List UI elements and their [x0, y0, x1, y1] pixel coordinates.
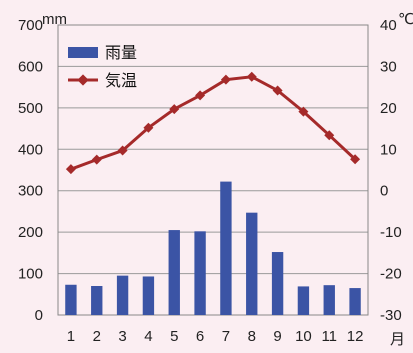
x-axis-ticks: 1 2 3 4 5 6 7 8 9 10 11 12: [67, 328, 364, 345]
left-tick-label: 0: [35, 307, 43, 324]
temperature-point: [143, 122, 154, 133]
left-tick-label: 500: [18, 100, 43, 117]
left-tick-label: 200: [18, 224, 43, 241]
temperature-point: [298, 106, 309, 117]
x-tick-label: 4: [144, 328, 152, 345]
right-tick-label: 40: [380, 17, 397, 34]
line-series: [65, 71, 361, 175]
right-tick-label: 20: [380, 100, 397, 117]
left-tick-label: 400: [18, 141, 43, 158]
left-tick-label: 300: [18, 183, 43, 200]
legend-label-rain: 雨量: [105, 45, 137, 62]
temperature-point: [350, 154, 361, 165]
rain-bar: [220, 181, 232, 315]
rain-bar: [142, 276, 155, 315]
rain-bar: [168, 230, 180, 315]
right-tick-label: -20: [380, 266, 402, 283]
temperature-point: [272, 85, 283, 96]
temperature-point: [246, 71, 257, 82]
temperature-point: [117, 145, 128, 156]
rain-bar: [349, 288, 361, 315]
right-tick-label: -30: [380, 307, 402, 324]
temperature-point: [169, 104, 180, 115]
temperature-point: [324, 130, 335, 141]
temperature-point: [65, 164, 76, 175]
x-tick-label: 5: [170, 328, 178, 345]
rain-bar: [116, 275, 129, 315]
x-tick-label: 7: [222, 328, 230, 345]
temperature-point: [220, 74, 231, 85]
temperature-line: [70, 75, 357, 171]
right-tick-label: 10: [380, 141, 397, 158]
plot-frame: [57, 24, 369, 316]
x-tick-label: 12: [347, 328, 364, 345]
legend-marker-temp: [77, 74, 89, 86]
rain-bar: [65, 284, 77, 315]
temperature-point: [195, 90, 206, 101]
x-tick-label: 9: [273, 328, 281, 345]
right-axis-unit: ℃: [398, 11, 413, 28]
temperature-point: [91, 154, 102, 165]
x-tick-label: 6: [196, 328, 204, 345]
left-tick-label: 100: [18, 266, 43, 283]
right-tick-label: 0: [380, 183, 388, 200]
left-axis-unit: mm: [42, 11, 67, 28]
legend: 雨量 気温: [68, 45, 137, 90]
left-tick-label: 600: [18, 58, 43, 75]
rain-bar: [91, 286, 103, 315]
x-tick-label: 8: [248, 328, 256, 345]
rain-bar: [297, 286, 310, 315]
grid-lines: [58, 24, 368, 316]
rain-bar: [246, 212, 258, 315]
right-axis-ticks: -30 -20 -10 0 10 20 30 40: [380, 17, 402, 324]
x-axis-label: 月: [390, 331, 405, 348]
legend-swatch-rain: [68, 47, 98, 58]
right-tick-label: -10: [380, 224, 402, 241]
x-tick-label: 2: [93, 328, 101, 345]
x-tick-label: 1: [67, 328, 75, 345]
rain-bar: [323, 285, 335, 315]
bar-series: [65, 181, 361, 315]
x-tick-label: 3: [118, 328, 126, 345]
left-axis-ticks: 0 100 200 300 400 500 600 700: [18, 17, 43, 324]
x-tick-label: 10: [295, 328, 312, 345]
right-tick-label: 30: [380, 58, 397, 75]
x-tick-label: 11: [321, 328, 337, 345]
legend-label-temp: 気温: [105, 72, 137, 90]
rain-bar: [194, 231, 206, 315]
left-tick-label: 700: [18, 17, 43, 34]
rain-bar: [271, 252, 284, 315]
